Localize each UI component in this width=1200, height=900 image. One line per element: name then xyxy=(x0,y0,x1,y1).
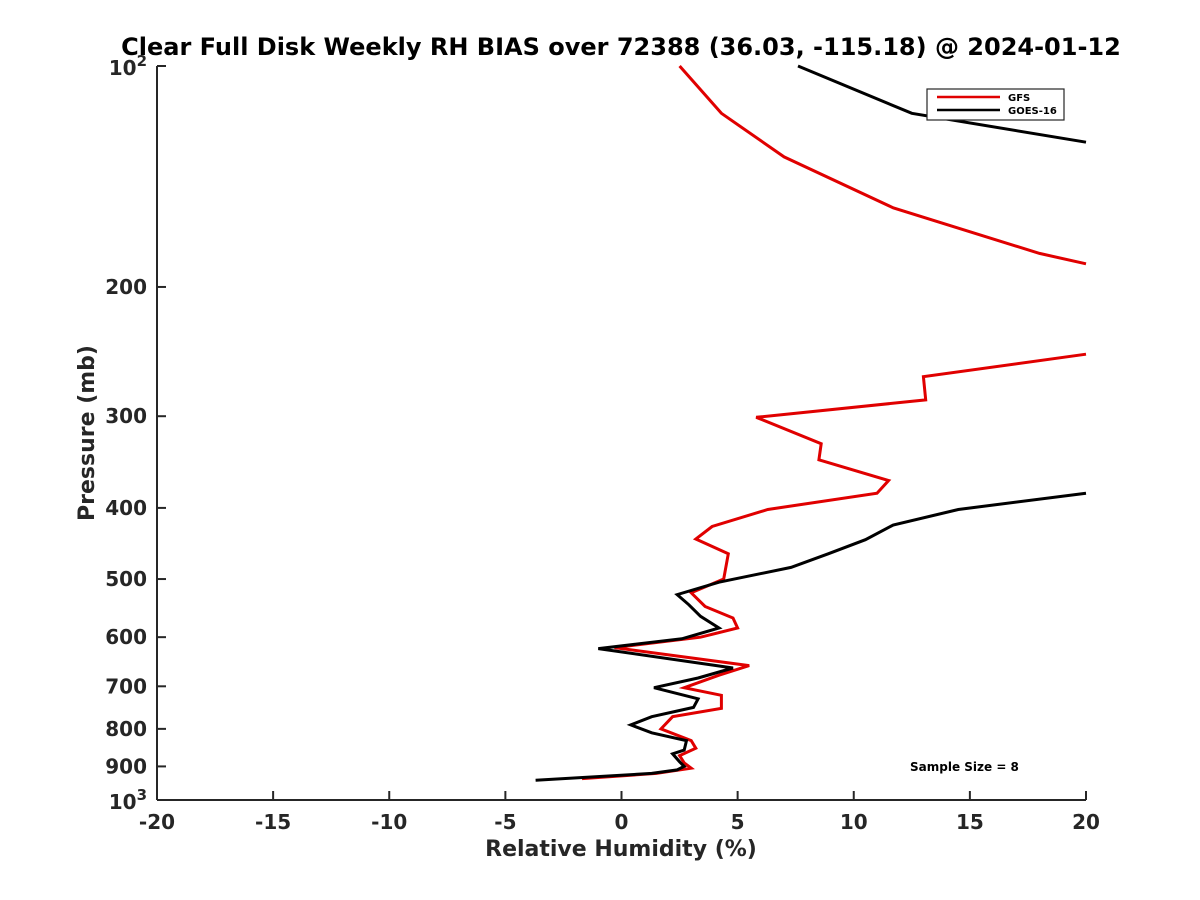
chart-title: Clear Full Disk Weekly RH BIAS over 7238… xyxy=(121,33,1121,61)
legend-box xyxy=(926,88,1065,121)
x-tick-label: -10 xyxy=(371,810,407,834)
x-tick-label: -5 xyxy=(494,810,516,834)
y-axis-ticks: 102 200 300 400 500 600 700 800 900 103 xyxy=(105,52,166,814)
series-line-gfs-0 xyxy=(678,65,1087,266)
x-tick-label: 5 xyxy=(731,810,745,834)
x-axis-label: Relative Humidity (%) xyxy=(485,837,757,862)
series-layer xyxy=(535,64,1087,782)
y-tick-label: 200 xyxy=(105,275,147,299)
y-tick-label: 700 xyxy=(105,674,147,698)
x-tick-label: 15 xyxy=(956,810,984,834)
y-tick-label: 900 xyxy=(105,754,147,778)
sample-size-annotation: Sample Size = 8 xyxy=(910,760,1019,774)
series-line-goes16-1 xyxy=(535,491,1087,782)
x-tick-label: -15 xyxy=(255,810,291,834)
plot-area: -20 -15 -10 -5 0 5 10 15 20 102 200 300 400 500 600 70… xyxy=(105,52,1100,834)
x-axis-ticks: -20 -15 -10 -5 0 5 10 15 20 xyxy=(139,791,1100,834)
x-tick-label: 10 xyxy=(840,810,868,834)
y-tick-label: 500 xyxy=(105,567,147,591)
y-axis-label: Pressure (mb) xyxy=(75,345,100,521)
y-tick-label: 102 xyxy=(109,52,147,80)
legend: GFS GOES-16 xyxy=(926,88,1065,121)
legend-label-gfs: GFS xyxy=(1008,93,1030,104)
y-tick-label: 103 xyxy=(109,786,147,814)
series-line-goes16-0 xyxy=(797,64,1087,144)
x-tick-label: -20 xyxy=(139,810,175,834)
legend-label-goes16: GOES-16 xyxy=(1008,106,1057,117)
y-tick-label: 800 xyxy=(105,717,147,741)
x-tick-label: 20 xyxy=(1072,810,1100,834)
y-tick-label: 300 xyxy=(105,404,147,428)
y-tick-label: 400 xyxy=(105,496,147,520)
y-tick-label: 600 xyxy=(105,625,147,649)
series-line-gfs-1 xyxy=(581,352,1087,781)
x-tick-label: 0 xyxy=(615,810,629,834)
